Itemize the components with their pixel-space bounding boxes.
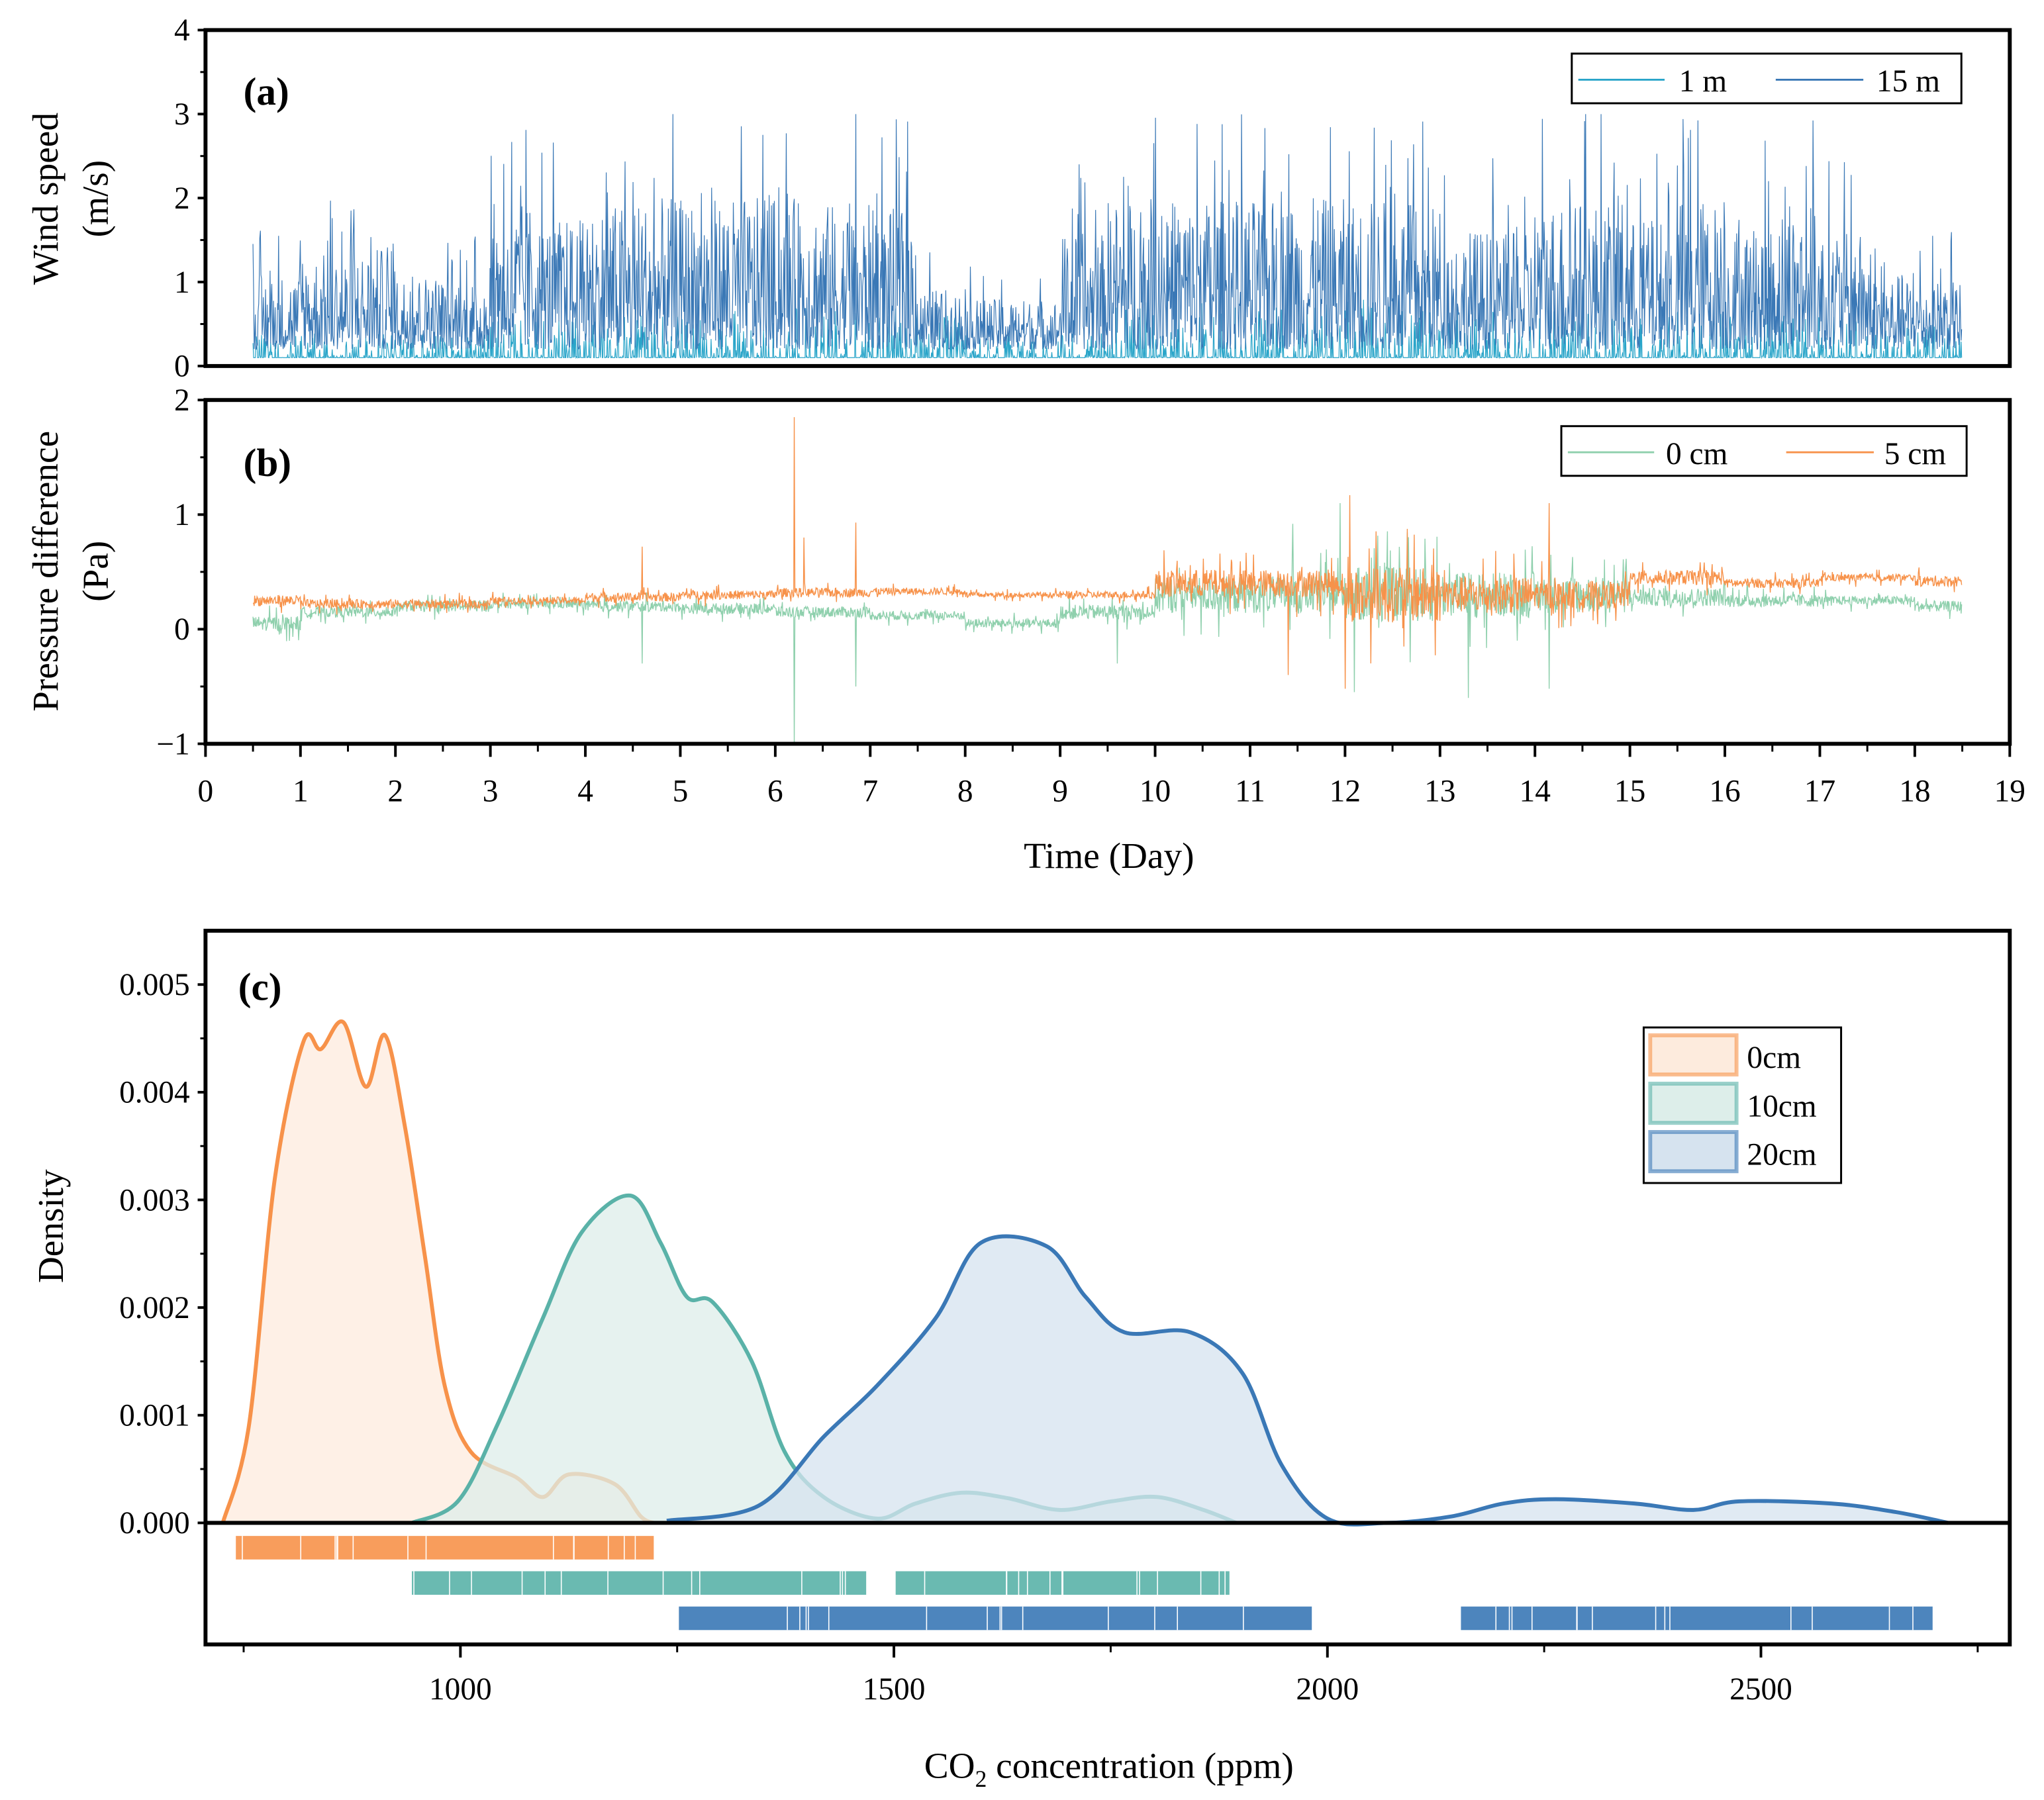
panel-a-wind-speed: 0 1 2 3 4 (a) Wind speed (m/s) 1 m 15 m	[25, 13, 2012, 384]
y-tick-label: 0.000	[119, 1506, 190, 1540]
series-line-15m-wind	[252, 114, 1963, 351]
density-curve-20cm	[666, 1234, 1949, 1527]
x-tick-label: 2	[387, 774, 403, 808]
x-axis-label-rest: concentration (ppm)	[987, 1745, 1293, 1785]
y-axis-label-line2: (Pa)	[75, 541, 115, 602]
x-tick-label: 15	[1614, 774, 1645, 808]
density-area-20cm	[666, 1236, 1949, 1525]
y-tick-label: 0.005	[119, 968, 190, 1002]
series-line-5cm-pressure	[252, 417, 1963, 689]
x-tick-label: 17	[1804, 774, 1835, 808]
y-tick-label: 0.002	[119, 1291, 190, 1325]
legend-label-1m: 1 m	[1679, 64, 1728, 99]
legend-swatch-0cm	[1648, 1033, 1739, 1077]
y-tick-label: 3	[174, 97, 190, 132]
x-axis-label: Time (Day)	[1024, 835, 1194, 876]
legend-label-5cm: 5 cm	[1884, 437, 1947, 471]
legend-swatch-20cm	[1648, 1130, 1739, 1174]
density-area-10cm	[412, 1195, 1237, 1523]
legend-box	[1571, 52, 1963, 105]
x-tick-label: 8	[957, 774, 973, 808]
y-tick-label: 1	[174, 498, 190, 532]
y-tick-label: 0.003	[119, 1183, 190, 1217]
rug-0cm	[236, 1536, 654, 1560]
rug-10cm	[412, 1571, 867, 1595]
series-line-1m-wind	[252, 299, 1963, 359]
y-tick-label: 2	[174, 181, 190, 216]
x-tick-label: 2500	[1729, 1672, 1792, 1707]
panel-label: (b)	[244, 441, 291, 485]
x-tick-label: 14	[1520, 774, 1551, 808]
x-tick-label: 5	[673, 774, 689, 808]
x-axis-label-subscript: 2	[975, 1766, 987, 1792]
x-tick-label: 16	[1709, 774, 1740, 808]
y-tick-label: 2	[174, 383, 190, 418]
x-tick-label: 19	[1994, 774, 2025, 808]
legend-swatch-10cm	[1648, 1081, 1739, 1125]
y-tick-label: 0.004	[119, 1076, 190, 1110]
rug-20cm	[679, 1606, 1312, 1631]
x-tick-label: 2000	[1296, 1672, 1359, 1707]
panel-label: (c)	[238, 965, 282, 1009]
legend-label-15m: 15 m	[1876, 64, 1940, 99]
x-tick-label: 0	[198, 774, 214, 808]
x-tick-label: 12	[1330, 774, 1361, 808]
x-tick-label: 4	[577, 774, 593, 808]
y-tick-label: 0	[174, 612, 190, 647]
y-tick-label: 0.001	[119, 1399, 190, 1433]
y-axis-label-line1: Pressure difference	[25, 431, 66, 712]
y-tick-label: 0	[174, 350, 190, 384]
x-tick-label: 18	[1899, 774, 1930, 808]
panel-label: (a)	[244, 70, 289, 113]
y-axis-label-line2: (m/s)	[75, 160, 115, 238]
y-tick-label: 1	[174, 265, 190, 300]
series-line-0cm-pressure	[252, 503, 1963, 744]
legend-label-10cm: 10cm	[1747, 1089, 1816, 1123]
x-tick-label: 1	[293, 774, 309, 808]
x-tick-label: 13	[1424, 774, 1455, 808]
x-tick-label: 1500	[863, 1672, 926, 1707]
x-axis-label-co: CO	[924, 1745, 975, 1785]
density-area-0cm	[222, 1021, 654, 1523]
x-tick-label: 11	[1235, 774, 1265, 808]
legend-label-0cm: 0cm	[1747, 1041, 1801, 1075]
x-axis-label: CO2 concentration (ppm)	[924, 1745, 1294, 1792]
y-axis-label-line1: Wind speed	[25, 113, 66, 285]
y-tick-label: 4	[174, 13, 190, 48]
x-tick-label: 7	[862, 774, 878, 808]
legend-label-20cm: 20cm	[1747, 1137, 1816, 1172]
plot-frame	[203, 928, 2012, 1646]
rug-20cm	[1461, 1606, 1933, 1631]
x-tick-label: 1000	[429, 1672, 492, 1707]
legend-box	[1560, 425, 1968, 477]
x-tick-label: 10	[1140, 774, 1171, 808]
x-tick-label: 6	[767, 774, 783, 808]
y-tick-label: −1	[156, 727, 189, 761]
x-tick-label: 3	[483, 774, 499, 808]
legend-label-0cm: 0 cm	[1666, 437, 1728, 471]
x-tick-label: 9	[1052, 774, 1068, 808]
y-axis-label: Density	[30, 1169, 71, 1283]
